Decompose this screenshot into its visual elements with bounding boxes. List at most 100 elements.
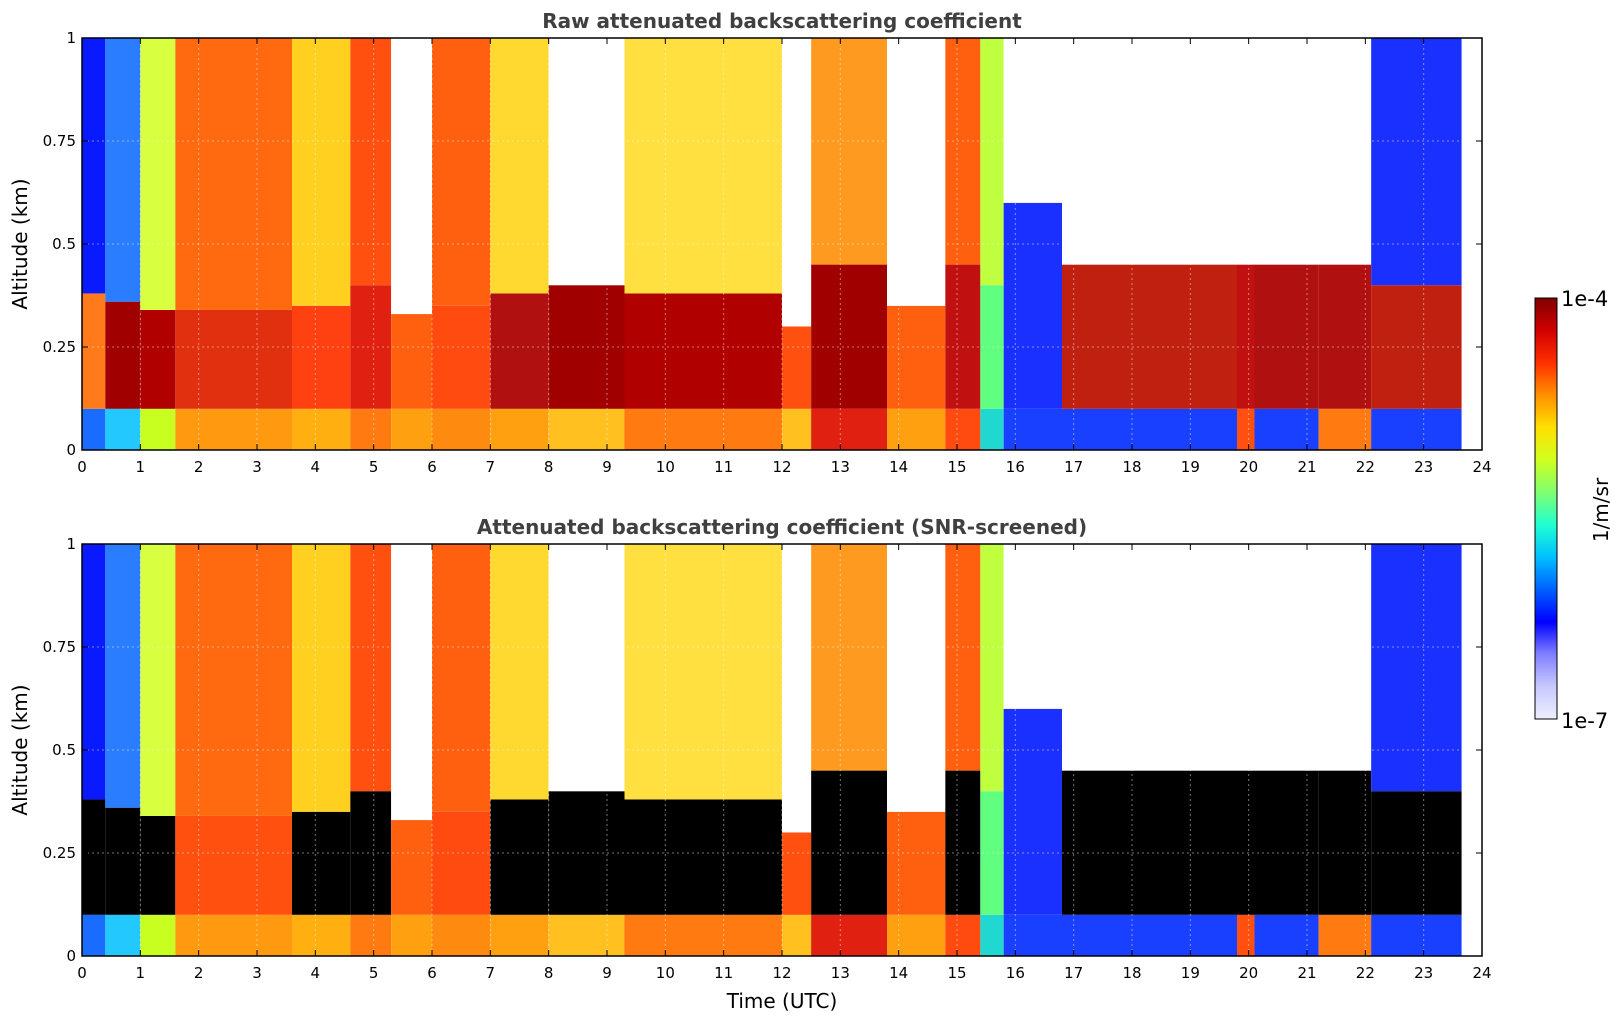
segment-20-layer [1318,770,1372,915]
x-tick-label: 11 [714,964,733,982]
colorbar-max-label: 1e-4 [1561,287,1608,311]
segment-0-layer [82,799,106,915]
x-tick-label: 9 [602,458,612,476]
x-tick-label: 13 [831,458,850,476]
segment-20-surface [1318,408,1372,450]
segment-18-surface [1237,408,1255,450]
segment-6-surface [391,408,432,450]
segment-3-upper [175,38,292,310]
segment-2-layer [140,815,176,915]
segment-15-layer [980,791,1004,915]
segment-11-surface [782,914,812,956]
segment-17-surface [1062,914,1237,956]
y-tick-label: 0.25 [43,844,76,862]
segment-14-upper [945,38,981,265]
segment-7-layer [432,305,491,409]
y-tick-label: 1 [66,535,76,553]
segment-16-layer [1003,202,1062,409]
segment-6-surface [391,914,432,956]
x-tick-label: 5 [369,964,379,982]
x-tick-label: 7 [486,458,496,476]
x-tick-label: 19 [1181,964,1200,982]
x-tick-label: 20 [1239,458,1258,476]
x-tick-label: 10 [656,458,675,476]
y-tick-label: 1 [66,29,76,47]
segment-2-upper [140,38,176,310]
segment-17-layer [1062,770,1237,915]
x-tick-label: 17 [1064,458,1083,476]
y-ticks-raw: 0 0.25 0.5 0.75 1 [43,29,1482,459]
x-tick-label: 23 [1414,964,1433,982]
segment-9-layer [548,285,625,409]
segment-16-surface [1003,408,1062,450]
x-tick-label: 22 [1356,458,1375,476]
segment-6-upper [391,38,432,315]
segment-12-layer [811,264,887,409]
y-tick-label: 0 [66,947,76,965]
colorbar: 1e-4 1e-7 1/m/sr [1534,287,1613,733]
x-tick-label: 0 [77,458,87,476]
x-tick-label: 22 [1356,964,1375,982]
segment-17-upper [1062,38,1237,265]
segment-19-upper [1254,544,1319,771]
segment-1-layer [105,807,141,915]
segment-11-upper [782,38,812,327]
segment-13-upper [887,38,946,306]
panel-raw-title: Raw attenuated backscattering coefficien… [542,9,1022,33]
segment-18-layer [1237,770,1255,915]
segment-3-layer [175,309,292,409]
x-tick-label: 24 [1472,458,1491,476]
segment-19-surface [1254,914,1319,956]
x-tick-label: 20 [1239,964,1258,982]
segment-9-surface [548,914,625,956]
segment-12-upper [811,38,887,265]
y-tick-label: 0.75 [43,638,76,656]
segment-1-surface [105,914,141,956]
colorbar-label: 1/m/sr [1589,477,1613,542]
panel-snr-title: Attenuated backscattering coefficient (S… [477,515,1087,539]
x-tick-label: 6 [427,964,437,982]
segment-11-layer [782,326,812,409]
gridlines-snr [82,544,1482,956]
segment-16-surface [1003,914,1062,956]
segment-19-surface [1254,408,1319,450]
segment-14-surface [945,408,981,450]
x-axis-label: Time (UTC) [726,989,838,1013]
y-tick-label: 0.25 [43,338,76,356]
segment-3-layer [175,815,292,915]
segment-8-upper [490,38,549,294]
x-tick-label: 3 [252,458,262,476]
segment-13-upper [887,544,946,812]
segment-6-upper [391,544,432,821]
segment-1-upper [105,544,141,808]
segment-10-layer [624,293,782,409]
segment-8-surface [490,914,549,956]
segment-5-layer [350,791,392,915]
segment-12-layer [811,770,887,915]
x-tick-label: 4 [311,458,321,476]
x-tick-label: 18 [1122,458,1141,476]
segment-10-upper [624,544,782,800]
segment-15-upper [980,38,1004,286]
x-tick-label: 9 [602,964,612,982]
segment-19-upper [1254,38,1319,265]
segment-3-surface [175,914,292,956]
x-tick-label: 18 [1122,964,1141,982]
segment-17-layer [1062,264,1237,409]
segment-20-layer [1318,264,1372,409]
segment-13-surface [887,914,946,956]
x-tick-label: 12 [772,458,791,476]
segment-2-surface [140,408,176,450]
segment-15-layer [980,285,1004,409]
segment-21-upper [1371,544,1462,792]
segment-0-upper [82,544,106,800]
segment-13-surface [887,408,946,450]
segment-7-upper [432,38,491,306]
segment-8-layer [490,799,549,915]
segment-4-upper [292,544,351,812]
x-tick-label: 24 [1472,964,1491,982]
segment-6-layer [391,820,432,915]
segment-7-surface [432,408,491,450]
segment-5-surface [350,408,392,450]
segment-14-upper [945,544,981,771]
